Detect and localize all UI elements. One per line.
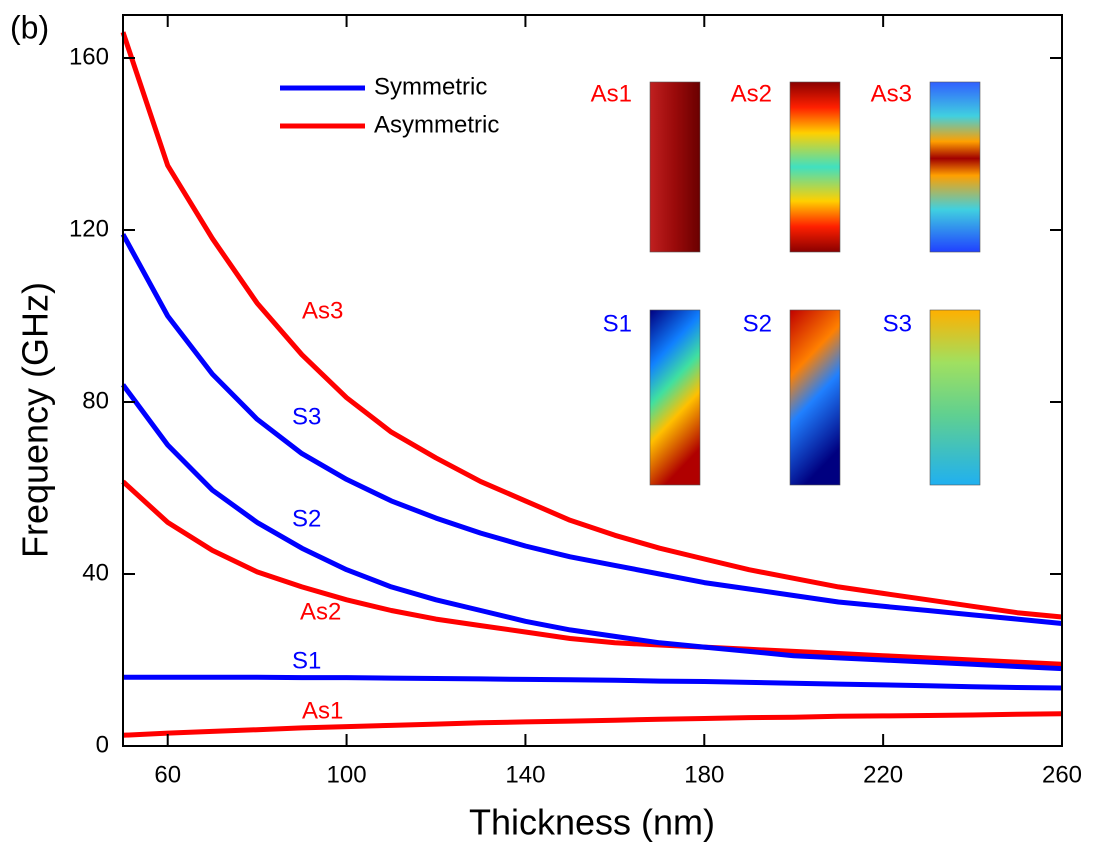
series-line xyxy=(123,674,1063,691)
inset-label: S3 xyxy=(883,310,912,337)
plot-frame xyxy=(122,14,1063,747)
x-tick-label: 180 xyxy=(684,761,724,788)
series-line xyxy=(120,383,1063,672)
x-tick-label: 260 xyxy=(1042,761,1082,788)
inset-label: As1 xyxy=(591,80,632,107)
panel-label: (b) xyxy=(10,9,49,45)
inset-label: As2 xyxy=(731,80,772,107)
curve-label: S1 xyxy=(292,647,321,674)
mode-shape xyxy=(929,309,981,486)
y-tick-label: 160 xyxy=(69,43,109,70)
series-line xyxy=(120,31,1063,620)
series-line xyxy=(122,711,1063,738)
y-axis-title: Frequency (GHz) xyxy=(15,282,56,558)
y-tick-label: 40 xyxy=(82,559,109,586)
inset-label: As3 xyxy=(871,80,912,107)
x-tick-label: 140 xyxy=(505,761,545,788)
legend-label: Symmetric xyxy=(374,73,487,100)
y-tick-label: 0 xyxy=(96,731,109,758)
y-tick-label: 120 xyxy=(69,215,109,242)
mode-shape xyxy=(649,81,701,253)
curve-label: As2 xyxy=(300,598,341,625)
x-axis-title: Thickness (nm) xyxy=(469,802,715,843)
insets xyxy=(649,81,981,486)
series-line xyxy=(121,479,1063,667)
curve-label: As1 xyxy=(302,697,343,724)
x-tick-label: 100 xyxy=(327,761,367,788)
curve-label: S3 xyxy=(292,403,321,430)
x-tick-label: 60 xyxy=(154,761,181,788)
x-tick-label: 220 xyxy=(863,761,903,788)
y-tick-label: 80 xyxy=(82,387,109,414)
mode-shape xyxy=(789,309,841,486)
series-line xyxy=(120,233,1063,626)
legend-label: Asymmetric xyxy=(374,111,499,138)
inset-label: S2 xyxy=(743,310,772,337)
inset-label: S1 xyxy=(603,310,632,337)
curve-label: As3 xyxy=(302,297,343,324)
mode-shape xyxy=(789,81,841,253)
curve-label: S2 xyxy=(292,505,321,532)
mode-shape xyxy=(929,81,981,253)
mode-shape xyxy=(649,309,701,486)
